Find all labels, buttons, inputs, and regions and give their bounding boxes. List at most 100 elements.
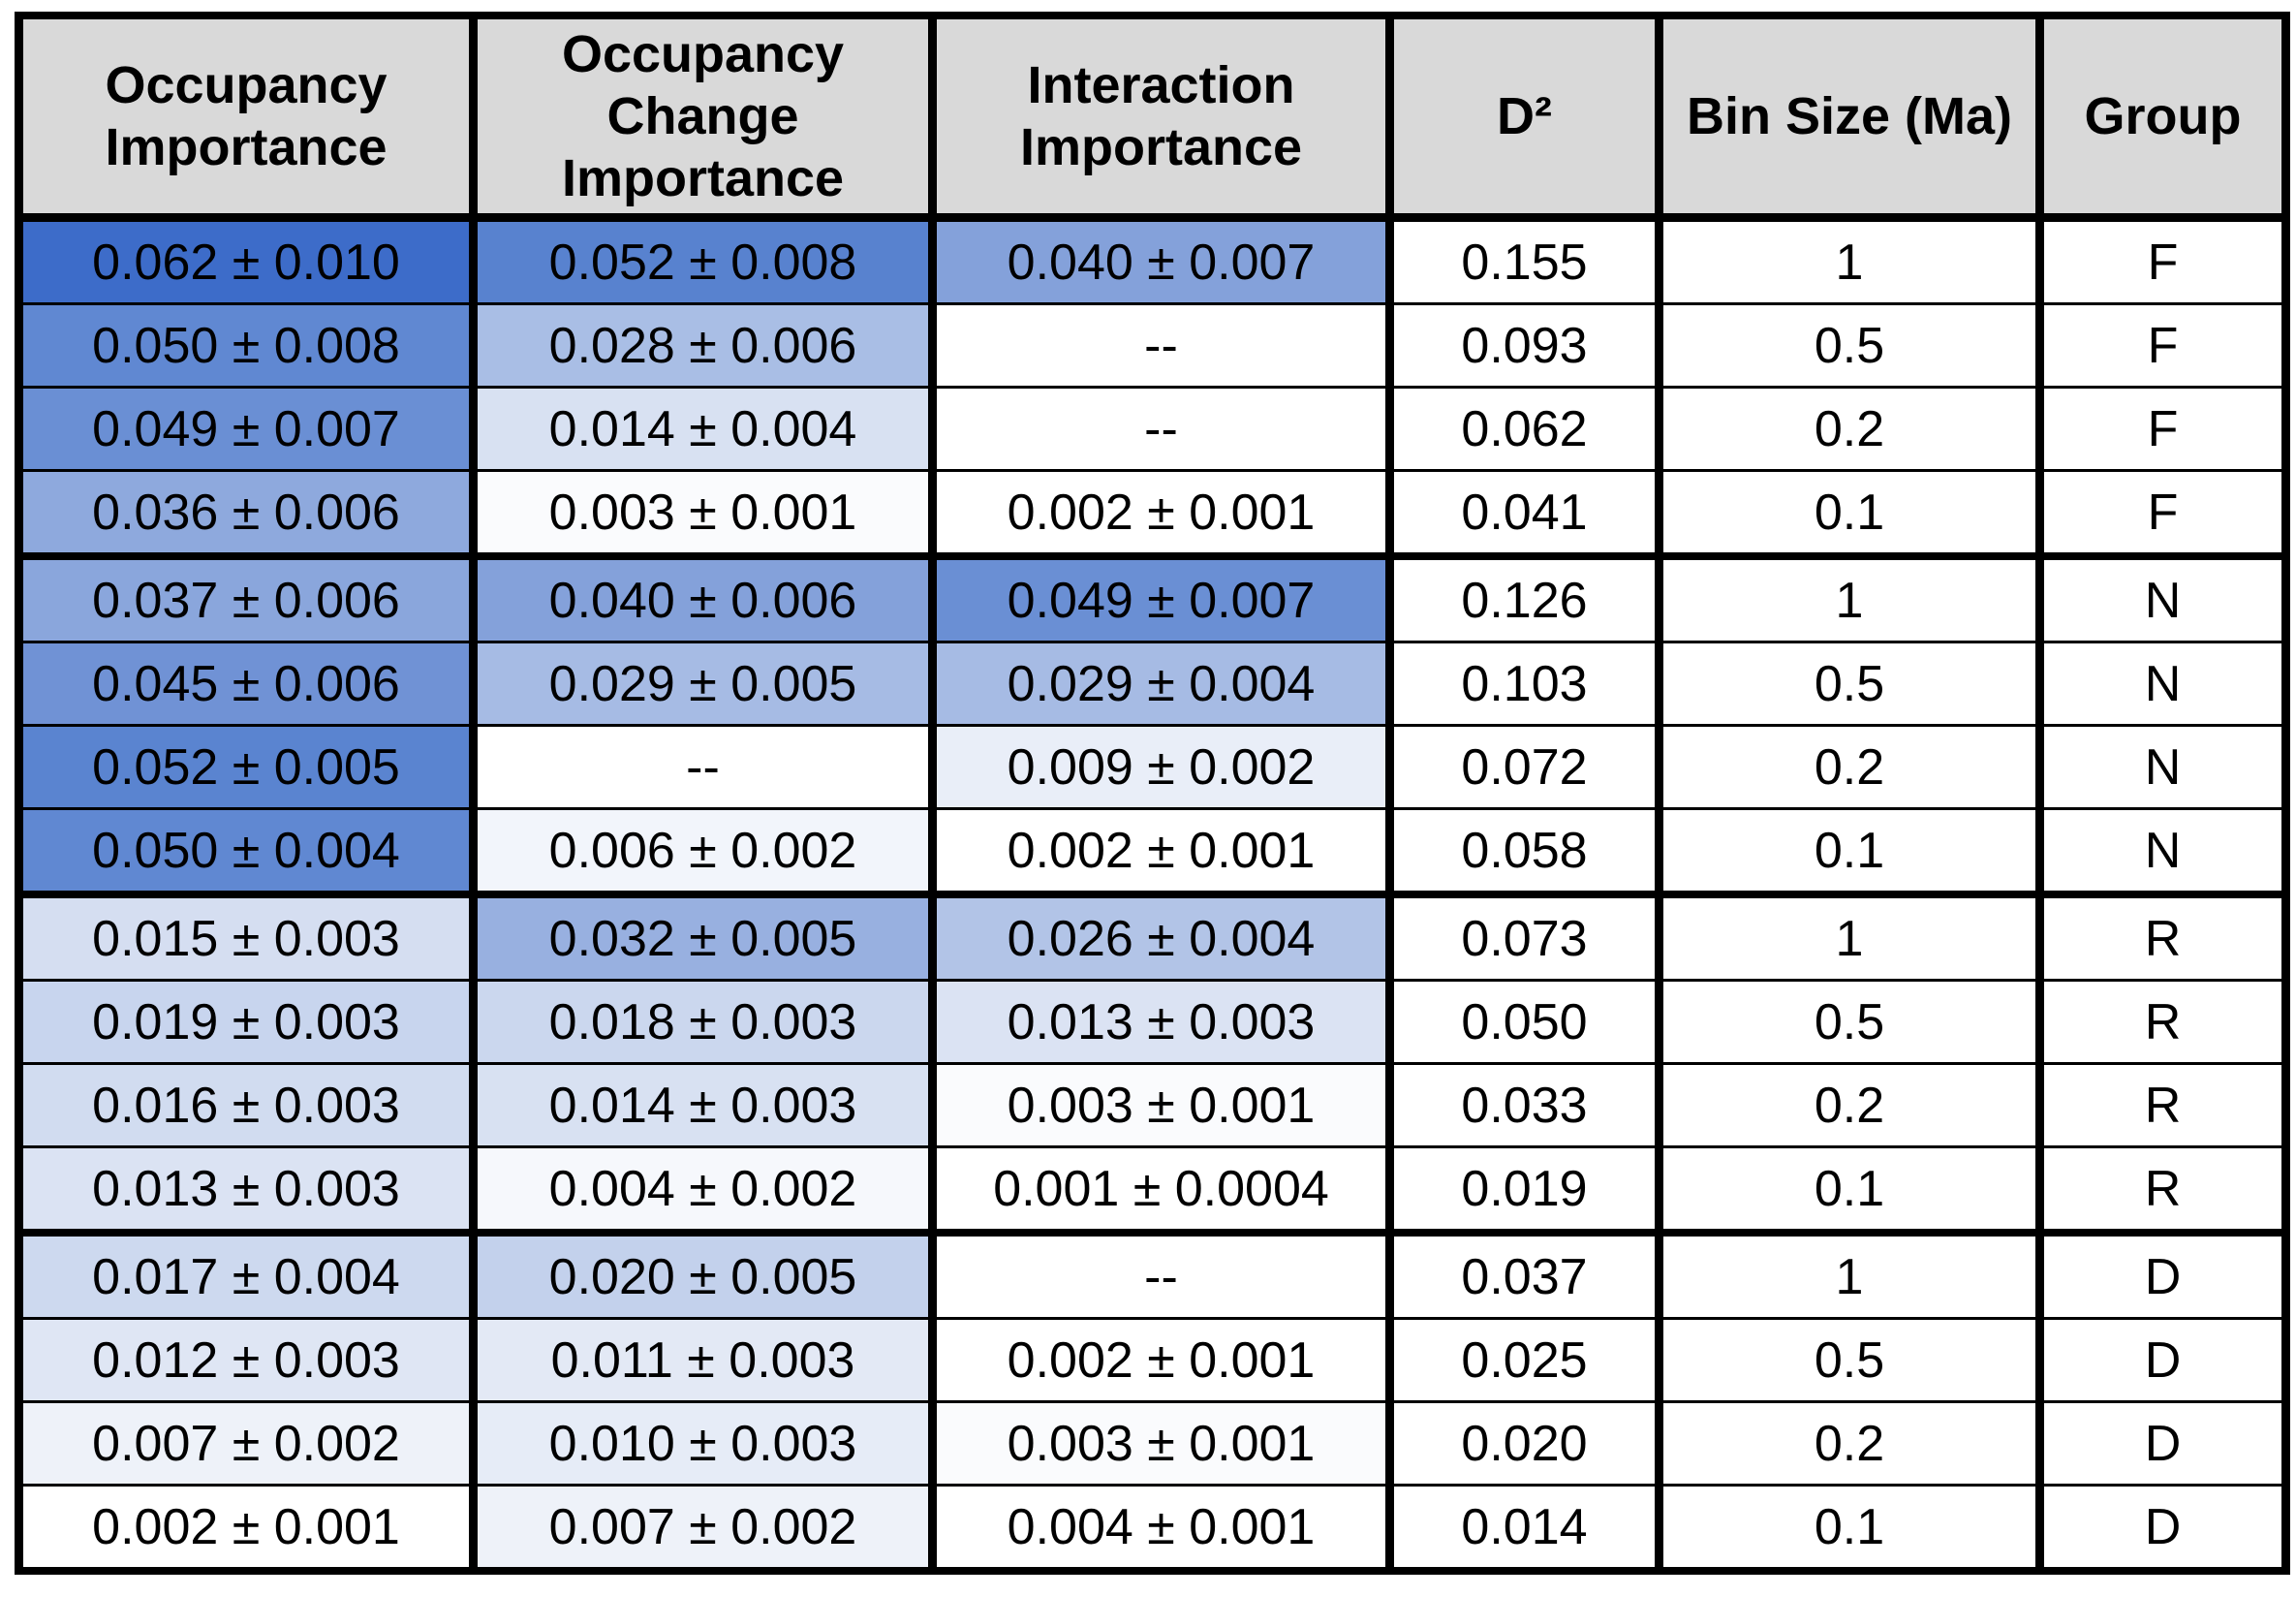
table-cell: 0.018 ± 0.003 xyxy=(469,979,937,1064)
header-cell: Occupancy Importance xyxy=(15,16,478,222)
table-cell: 0.029 ± 0.004 xyxy=(928,641,1394,726)
table-cell: -- xyxy=(928,302,1394,388)
header-cell: D² xyxy=(1385,16,1663,222)
table-cell: 0.019 ± 0.003 xyxy=(15,979,478,1064)
table-row: 0.037 ± 0.006 0.040 ± 0.006 0.049 ± 0.007 0… xyxy=(15,552,2290,642)
table-cell: F xyxy=(2035,386,2290,471)
table-cell: N xyxy=(2035,552,2290,642)
table-cell: 0.002 ± 0.001 xyxy=(928,469,1394,556)
table-cell: N xyxy=(2035,641,2290,726)
header-cell: Bin Size (Ma) xyxy=(1655,16,2044,222)
table-cell: 0.014 ± 0.004 xyxy=(469,386,937,471)
table-body: 0.062 ± 0.010 0.052 ± 0.008 0.040 ± 0.007 0… xyxy=(15,216,2290,1571)
table-cell: 0.002 ± 0.001 xyxy=(928,807,1394,894)
table-cell: 0.002 ± 0.001 xyxy=(928,1317,1394,1402)
table-cell: 0.050 ± 0.008 xyxy=(15,302,478,388)
table-cell: 0.126 xyxy=(1385,552,1663,642)
table-cell: 0.032 ± 0.005 xyxy=(469,891,937,981)
table-cell: 0.5 xyxy=(1655,641,2044,726)
table-cell: 0.014 ± 0.003 xyxy=(469,1062,937,1147)
table-row: 0.012 ± 0.003 0.011 ± 0.003 0.002 ± 0.001 0… xyxy=(15,1317,2290,1402)
table-cell: 0.025 xyxy=(1385,1317,1663,1402)
table-cell: 1 xyxy=(1655,891,2044,981)
table-cell: D xyxy=(2035,1400,2290,1486)
table-cell: 0.026 ± 0.004 xyxy=(928,891,1394,981)
results-table: Occupancy Importance Occupancy Change Imp… xyxy=(15,12,2290,1575)
table-cell: 0.012 ± 0.003 xyxy=(15,1317,478,1402)
table-cell: D xyxy=(2035,1484,2290,1571)
table-cell: -- xyxy=(928,1229,1394,1319)
table-row: 0.062 ± 0.010 0.052 ± 0.008 0.040 ± 0.007 0… xyxy=(15,216,2290,304)
table-cell: 0.073 xyxy=(1385,891,1663,981)
table-cell: 0.2 xyxy=(1655,386,2044,471)
table-cell: 0.155 xyxy=(1385,216,1663,304)
table-cell: N xyxy=(2035,724,2290,809)
table-cell: 0.036 ± 0.006 xyxy=(15,469,478,556)
table-cell: 0.009 ± 0.002 xyxy=(928,724,1394,809)
table-row: 0.049 ± 0.007 0.014 ± 0.004 -- 0.062 0.2 F xyxy=(15,386,2290,471)
table-cell: 0.052 ± 0.005 xyxy=(15,724,478,809)
table-cell: 0.007 ± 0.002 xyxy=(469,1484,937,1571)
table-cell: 0.103 xyxy=(1385,641,1663,726)
table-cell: 0.004 ± 0.001 xyxy=(928,1484,1394,1571)
header-row: Occupancy Importance Occupancy Change Imp… xyxy=(15,16,2290,222)
table-cell: 0.5 xyxy=(1655,1317,2044,1402)
table-cell: 0.013 ± 0.003 xyxy=(15,1145,478,1233)
table-cell: 0.006 ± 0.002 xyxy=(469,807,937,894)
table-cell: 0.049 ± 0.007 xyxy=(928,552,1394,642)
table-row: 0.015 ± 0.003 0.032 ± 0.005 0.026 ± 0.004 0… xyxy=(15,891,2290,981)
table-cell: 0.013 ± 0.003 xyxy=(928,979,1394,1064)
table-cell: 0.037 xyxy=(1385,1229,1663,1319)
table-cell: R xyxy=(2035,1062,2290,1147)
table-row: 0.013 ± 0.003 0.004 ± 0.002 0.001 ± 0.0004… xyxy=(15,1145,2290,1233)
table-cell: 0.016 ± 0.003 xyxy=(15,1062,478,1147)
table-cell: -- xyxy=(928,386,1394,471)
table-cell: 0.010 ± 0.003 xyxy=(469,1400,937,1486)
table-cell: R xyxy=(2035,979,2290,1064)
table-cell: 0.049 ± 0.007 xyxy=(15,386,478,471)
table-cell: D xyxy=(2035,1317,2290,1402)
table-cell: 0.003 ± 0.001 xyxy=(928,1062,1394,1147)
table-row: 0.019 ± 0.003 0.018 ± 0.003 0.013 ± 0.003 0… xyxy=(15,979,2290,1064)
table-cell: F xyxy=(2035,216,2290,304)
table-cell: 0.002 ± 0.001 xyxy=(15,1484,478,1571)
table-cell: 0.041 xyxy=(1385,469,1663,556)
table-cell: 0.1 xyxy=(1655,807,2044,894)
table-cell: D xyxy=(2035,1229,2290,1319)
table-cell: 0.1 xyxy=(1655,1484,2044,1571)
table-cell: 0.017 ± 0.004 xyxy=(15,1229,478,1319)
table-row: 0.050 ± 0.004 0.006 ± 0.002 0.002 ± 0.001 0… xyxy=(15,807,2290,894)
table-cell: 0.014 xyxy=(1385,1484,1663,1571)
header-cell: Occupancy Change Importance xyxy=(469,16,937,222)
table-cell: 0.045 ± 0.006 xyxy=(15,641,478,726)
table-cell: 0.058 xyxy=(1385,807,1663,894)
table-cell: 0.2 xyxy=(1655,1400,2044,1486)
table-row: 0.017 ± 0.004 0.020 ± 0.005 -- 0.037 1 D xyxy=(15,1229,2290,1319)
table-cell: 0.1 xyxy=(1655,1145,2044,1233)
table-cell: 0.2 xyxy=(1655,724,2044,809)
table-cell: 0.001 ± 0.0004 xyxy=(928,1145,1394,1233)
table-cell: 0.072 xyxy=(1385,724,1663,809)
table-cell: 0.037 ± 0.006 xyxy=(15,552,478,642)
table-cell: 0.2 xyxy=(1655,1062,2044,1147)
table-cell: 0.007 ± 0.002 xyxy=(15,1400,478,1486)
table-cell: 0.062 xyxy=(1385,386,1663,471)
table-cell: N xyxy=(2035,807,2290,894)
table-cell: F xyxy=(2035,469,2290,556)
table-cell: 1 xyxy=(1655,1229,2044,1319)
table-cell: 1 xyxy=(1655,216,2044,304)
table-row: 0.052 ± 0.005 -- 0.009 ± 0.002 0.072 0.2 N xyxy=(15,724,2290,809)
table-row: 0.045 ± 0.006 0.029 ± 0.005 0.029 ± 0.004 0… xyxy=(15,641,2290,726)
table-cell: 0.029 ± 0.005 xyxy=(469,641,937,726)
table-cell: 0.050 ± 0.004 xyxy=(15,807,478,894)
table-cell: 0.020 xyxy=(1385,1400,1663,1486)
table-row: 0.036 ± 0.006 0.003 ± 0.001 0.002 ± 0.001 0… xyxy=(15,469,2290,556)
table-cell: 0.020 ± 0.005 xyxy=(469,1229,937,1319)
table-cell: 0.033 xyxy=(1385,1062,1663,1147)
table-row: 0.050 ± 0.008 0.028 ± 0.006 -- 0.093 0.5 F xyxy=(15,302,2290,388)
table-cell: F xyxy=(2035,302,2290,388)
table-cell: 0.019 xyxy=(1385,1145,1663,1233)
table-cell: 0.004 ± 0.002 xyxy=(469,1145,937,1233)
table-cell: 0.040 ± 0.007 xyxy=(928,216,1394,304)
table-cell: 0.052 ± 0.008 xyxy=(469,216,937,304)
